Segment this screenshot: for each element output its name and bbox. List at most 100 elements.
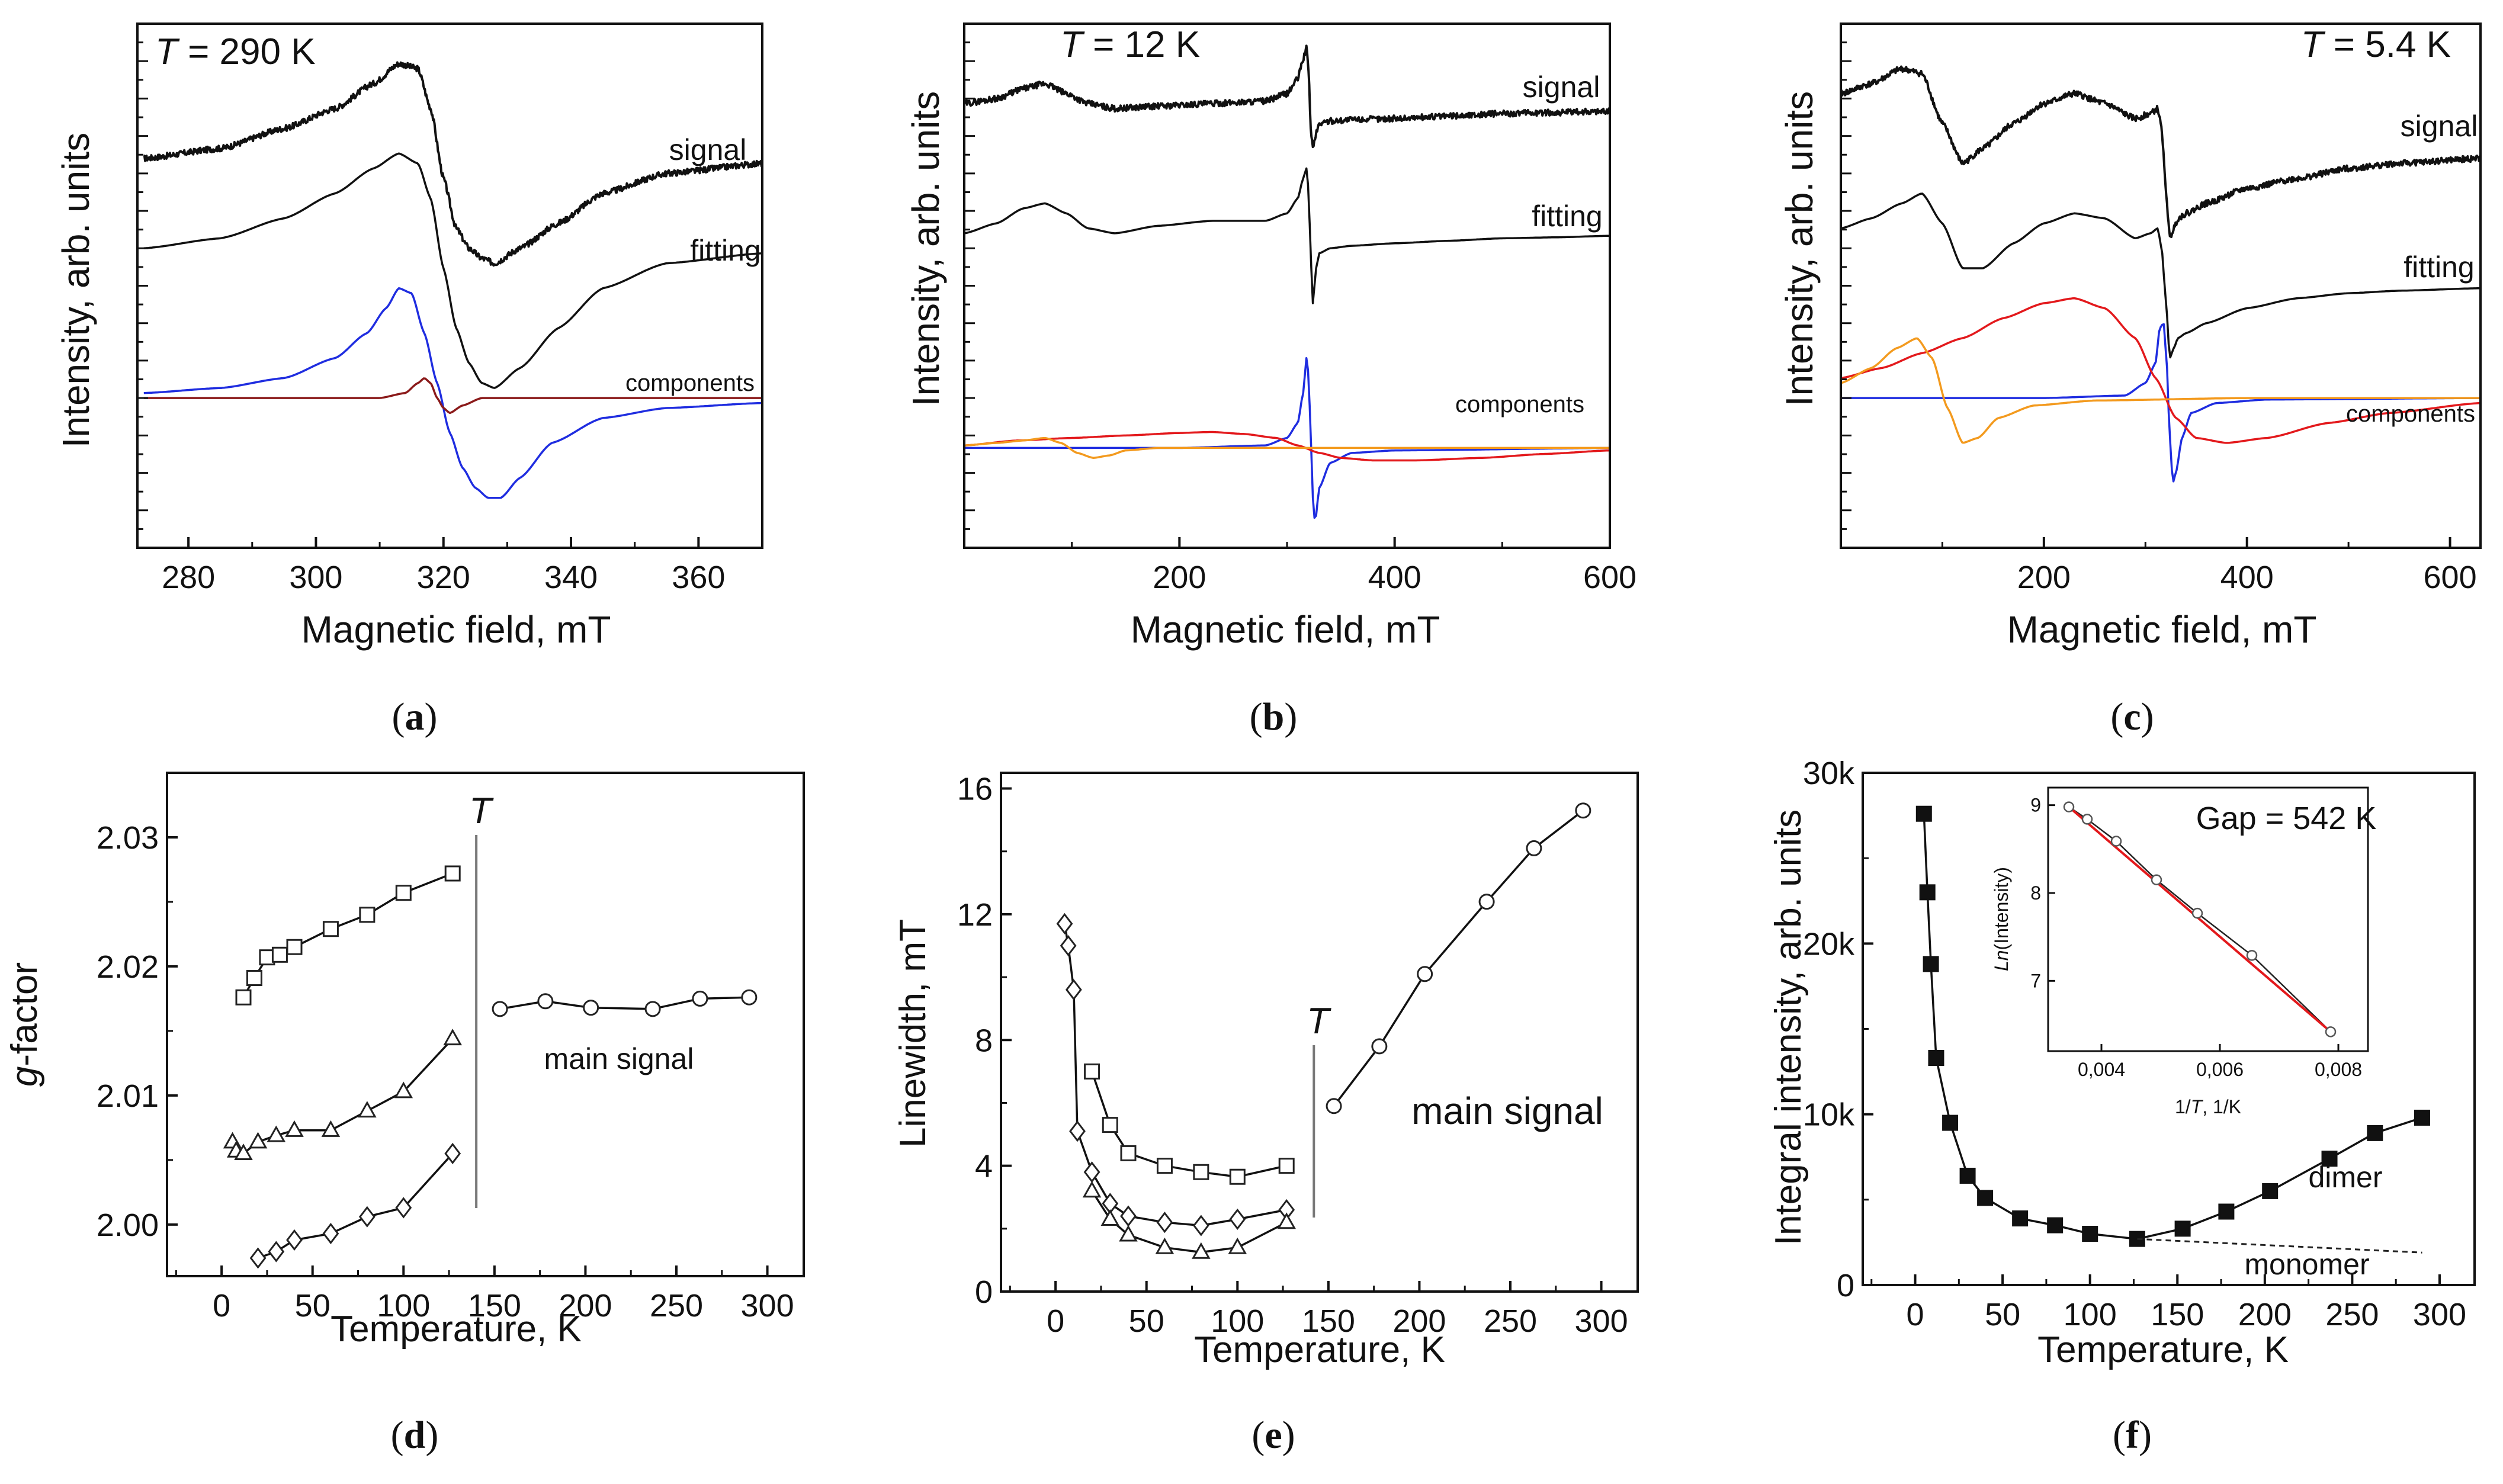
caption-f: (f) [2113, 1414, 2152, 1457]
point-filled-square-f [1923, 956, 1939, 972]
point-circle-d [644, 1001, 661, 1017]
point-diamond-e [1083, 1161, 1100, 1183]
x-tick-label-d: 250 [650, 1288, 703, 1324]
y-axis-label-e: Linewidth, mT [893, 919, 933, 1148]
series-line-triangle-e [1091, 1190, 1287, 1254]
y-ticks-d: 2.00 2.01 2.02 2.03 [97, 772, 178, 1243]
series-component-blue-a [143, 287, 762, 499]
x-axis-label-d: Temperature, K [330, 1309, 582, 1350]
point-triangle-d [234, 1143, 253, 1161]
point-triangle-e [1155, 1237, 1175, 1254]
plot-area-d [223, 865, 758, 1269]
curve-label-components-a: components [625, 370, 755, 396]
caption-e: (e) [1252, 1414, 1295, 1457]
x-tick-label-d: 100 [377, 1288, 430, 1324]
y-tick-label-f: 20k [1803, 926, 1855, 962]
y-tick-label-e: 0 [975, 1274, 993, 1310]
point-diamond-d [322, 1223, 339, 1245]
inset-plot-area [2063, 801, 2337, 1037]
point-diamond-e [1120, 1205, 1137, 1227]
point-triangle-d [321, 1120, 341, 1137]
inset-point [2325, 1026, 2337, 1037]
x-tick-label-c: 600 [2424, 560, 2477, 595]
point-square-d [286, 939, 303, 955]
frame-a [136, 23, 763, 549]
point-triangle-e [1277, 1212, 1296, 1229]
point-circle-e [1526, 840, 1542, 856]
point-diamond-d [395, 1197, 412, 1219]
x-tick-label-d: 0 [213, 1288, 230, 1324]
caption-a: (a) [392, 695, 438, 738]
y-axis-label-a: Intensity, arb. units [54, 133, 97, 448]
caption-c: (c) [2110, 695, 2154, 738]
point-square-e [1102, 1117, 1118, 1133]
x-axis-label-a: Magnetic field, mT [301, 608, 611, 651]
point-filled-square-f [1919, 884, 1936, 901]
series-signal-b [963, 44, 1611, 149]
frame-e [1000, 772, 1639, 1293]
transition-label-d: T [469, 791, 494, 831]
x-tick-label-f: 50 [1985, 1297, 2020, 1332]
inset-y-axis-label: Ln(Intensity) [1991, 867, 2012, 971]
point-filled-square-f [2414, 1109, 2430, 1126]
point-triangle-e [1119, 1225, 1138, 1242]
x-tick-label-f: 150 [2151, 1297, 2204, 1332]
x-ticks-c: 200 400 600 [1941, 537, 2477, 595]
point-triangle-d [394, 1081, 413, 1098]
point-triangle-d [285, 1120, 304, 1137]
point-diamond-e [1192, 1215, 1209, 1236]
point-triangle-e [1100, 1209, 1120, 1226]
x-tick-label-e: 250 [1484, 1303, 1537, 1339]
point-circle-d [537, 993, 554, 1010]
series-line-circle-d [499, 996, 749, 1010]
temperature-label-c: T = 5.4 K [2301, 24, 2451, 65]
point-square-e [1193, 1164, 1209, 1180]
x-axis-label-f: Temperature, K [2037, 1329, 2289, 1370]
y-axis-label-d: g-factor [4, 962, 45, 1087]
series-line-diamond-d [258, 1152, 454, 1260]
series-signal-a [143, 61, 763, 267]
series-fitting-b [964, 167, 1610, 304]
point-filled-square-f [2367, 1125, 2383, 1141]
x-tick-label-f: 200 [2238, 1297, 2292, 1332]
inset-x-tick-label: 0,006 [2196, 1059, 2244, 1080]
point-diamond-e [1156, 1212, 1173, 1234]
point-square-e [1120, 1145, 1137, 1161]
x-tick-label-c: 400 [2220, 560, 2274, 595]
point-circle-e [1371, 1038, 1388, 1055]
curve-label-components-b: components [1455, 391, 1584, 417]
y-tick-label-e: 16 [957, 772, 993, 807]
inset-point [2246, 950, 2258, 961]
x-axis-label-c: Magnetic field, mT [2007, 608, 2317, 651]
point-circle-d [492, 1001, 508, 1017]
inset-x-tick-label: 0,004 [2078, 1059, 2125, 1080]
series-component-orange-c [1840, 337, 2480, 444]
point-circle-d [692, 990, 708, 1007]
plot-area-c [1840, 65, 2482, 483]
point-square-d [235, 989, 252, 1006]
point-filled-square-f [1942, 1114, 1959, 1131]
y-ticks-a [137, 41, 148, 530]
point-filled-square-f [1959, 1167, 1976, 1184]
x-tick-label-d: 150 [468, 1288, 521, 1324]
x-tick-label-f: 100 [2064, 1297, 2117, 1332]
y-axis-label-f: Integral intensity, arb. units [1768, 810, 1809, 1245]
inset-annotation-gap: Gap = 542 K [2196, 801, 2377, 836]
point-circle-e [1417, 966, 1433, 982]
x-tick-label-a: 360 [672, 560, 725, 595]
x-tick-label-e: 100 [1211, 1303, 1264, 1339]
point-square-d [246, 970, 262, 987]
x-ticks-a: 280 300 320 340 360 [162, 537, 763, 595]
series-fitting-a [143, 152, 763, 389]
plot-area-f [1915, 805, 2430, 1254]
point-triangle-e [1192, 1242, 1211, 1259]
panel-b: T = 12 K signal fitting components 200 40… [904, 23, 1636, 738]
panel-c: T = 5.4 K signal fitting components 200 4… [1778, 23, 2482, 738]
point-filled-square-f [2012, 1210, 2029, 1227]
y-ticks-b [964, 41, 975, 530]
x-tick-label-b: 400 [1368, 560, 1421, 595]
x-tick-label-f: 250 [2325, 1297, 2379, 1332]
point-filled-square-f [2082, 1226, 2098, 1242]
point-diamond-e [1229, 1208, 1246, 1230]
y-tick-label-d: 2.02 [97, 949, 159, 985]
